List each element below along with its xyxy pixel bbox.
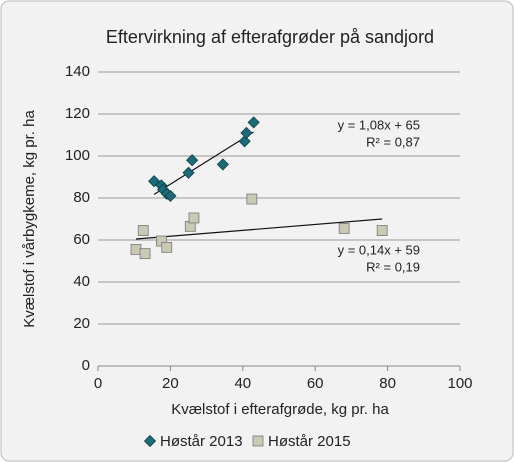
- point: [182, 166, 195, 179]
- chart-title: Eftervirkning af efterafgrøder på sandjo…: [106, 27, 434, 47]
- point: [240, 126, 253, 139]
- point: [155, 235, 167, 247]
- trendline-r2: R² = 0,19: [366, 259, 420, 274]
- point: [164, 189, 177, 202]
- x-tick-label: 40: [234, 375, 251, 392]
- point: [216, 158, 229, 171]
- point: [188, 212, 200, 224]
- y-axis-label: Kvælstof i vårbygkeme, kg pr. ha: [21, 110, 38, 328]
- trendline-equation: y = 0,14x + 59: [338, 242, 420, 257]
- y-tick-label: 0: [82, 357, 90, 374]
- trendline: [135, 218, 383, 240]
- point: [130, 244, 142, 255]
- x-tick-label: 0: [94, 375, 102, 392]
- point: [376, 225, 388, 236]
- y-tick-label: 20: [73, 315, 90, 332]
- point: [247, 116, 260, 129]
- y-tick-label: 140: [65, 63, 90, 80]
- x-axis-label: Kvælstof i efterafgrøde, kg pr. ha: [171, 401, 389, 418]
- trendline-r2: R² = 0,87: [366, 134, 420, 149]
- y-tick-label: 120: [65, 105, 90, 122]
- x-tick-label: 60: [307, 375, 324, 392]
- trendline: [153, 131, 254, 195]
- legend-marker: [252, 435, 264, 447]
- point: [338, 223, 350, 234]
- x-tick-label: 80: [379, 375, 396, 392]
- x-tick-label: 100: [447, 375, 472, 392]
- point: [137, 225, 149, 236]
- point: [238, 135, 251, 148]
- x-tick-label: 20: [162, 375, 179, 392]
- y-tick-label: 60: [73, 231, 90, 248]
- point: [246, 193, 258, 205]
- y-tick-label: 80: [73, 189, 90, 206]
- point: [186, 154, 199, 167]
- legend-label: Høstår 2013: [160, 433, 243, 450]
- y-tick-label: 40: [73, 273, 90, 290]
- point: [161, 241, 173, 253]
- legend-marker: [143, 434, 157, 448]
- legend-label: Høstår 2015: [268, 433, 351, 450]
- y-tick-label: 100: [65, 147, 90, 164]
- trendline-equation: y = 1,08x + 65: [338, 117, 420, 132]
- point: [139, 248, 151, 260]
